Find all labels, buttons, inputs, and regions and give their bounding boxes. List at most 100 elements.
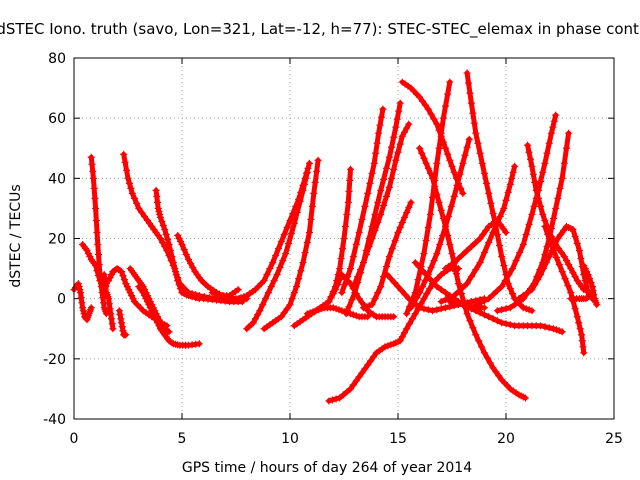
data-point-marker [405,295,413,303]
data-point-marker [456,170,464,178]
data-point-marker [344,273,352,281]
data-point-marker [579,343,587,351]
data-point-marker [472,331,480,339]
data-point-marker [565,261,573,269]
y-axis-label: dSTEC / TECUs [8,184,24,287]
data-point-marker [123,283,131,291]
data-point-marker [493,230,501,238]
data-point-marker [122,331,130,339]
data-point-marker [385,253,393,261]
data-point-marker [126,289,134,297]
data-point-marker [290,289,298,297]
data-point-marker [189,264,197,272]
data-point-marker [75,283,83,291]
data-point-marker [544,230,552,238]
data-point-marker [83,247,91,255]
data-point-marker [143,298,151,306]
data-point-marker [396,99,404,107]
series-arc [580,262,601,309]
data-point-marker [463,247,471,255]
data-point-marker [368,235,376,242]
data-point-marker [448,250,456,258]
data-point-marker [355,373,363,381]
data-point-marker [454,280,462,288]
series-arc [351,120,413,288]
data-point-marker [542,259,550,267]
data-point-marker [550,117,558,125]
data-point-marker [558,268,566,276]
data-point-marker [390,313,398,321]
data-point-marker [122,280,130,288]
data-point-marker [94,272,102,280]
data-point-marker [459,251,467,259]
data-point-marker [405,120,413,128]
data-point-marker [158,217,166,225]
data-point-marker [437,206,445,214]
data-point-marker [463,280,471,288]
data-point-marker [545,139,553,147]
data-point-marker [92,262,100,270]
axis-ticks: 0 5 10 15 20 25 -40 -20 0 20 40 60 80 [43,51,623,447]
data-point-marker [412,301,420,309]
data-point-marker [420,295,428,303]
data-point-marker [387,275,395,283]
data-point-marker [184,256,192,264]
data-point-marker [555,245,563,253]
data-point-marker [394,148,402,156]
data-point-marker [285,240,293,248]
series-arc [541,222,588,357]
data-point-marker [442,102,450,110]
data-point-marker [336,276,344,284]
series-trace [261,157,321,332]
data-point-marker [266,265,274,273]
data-point-marker [541,159,549,167]
data-point-marker [313,167,321,175]
data-point-marker [352,241,360,249]
data-point-marker [411,259,419,267]
data-point-marker [273,271,281,279]
series-arc [70,280,95,324]
data-point-marker [465,135,473,143]
data-point-marker [444,90,452,98]
data-point-marker [385,153,393,161]
data-point-marker [480,297,488,305]
data-point-marker [403,124,411,132]
data-point-marker [411,310,419,318]
data-point-marker [357,266,365,274]
data-point-marker [531,281,539,289]
data-point-marker [171,265,179,273]
data-point-marker [362,251,370,259]
data-point-marker [395,107,403,115]
data-point-marker [263,271,271,279]
data-point-marker [573,313,581,321]
data-point-marker [345,187,353,195]
data-point-marker [537,322,545,330]
data-point-marker [541,216,549,224]
data-point-marker [385,183,393,191]
data-point-marker [519,241,527,249]
data-point-marker [489,291,497,299]
data-point-marker [151,313,159,321]
data-point-marker [426,285,434,293]
data-point-marker [128,292,136,300]
data-point-marker [448,162,456,170]
data-point-marker [543,149,551,157]
data-point-marker [444,212,452,220]
data-point-marker [93,228,101,236]
data-point-marker [168,253,176,261]
data-point-marker [279,257,287,265]
data-point-marker [187,260,195,268]
series-trace [408,136,472,311]
data-point-marker [415,263,423,271]
data-point-marker [107,315,115,323]
data-point-marker [153,192,161,200]
data-point-marker [311,178,319,186]
data-point-marker [292,202,300,210]
data-point-marker [264,289,272,297]
data-point-marker [539,210,547,218]
data-point-marker [562,144,570,152]
data-point-marker [121,158,129,166]
data-point-marker [115,307,123,315]
data-point-marker [543,243,551,251]
data-point-marker [344,198,352,206]
